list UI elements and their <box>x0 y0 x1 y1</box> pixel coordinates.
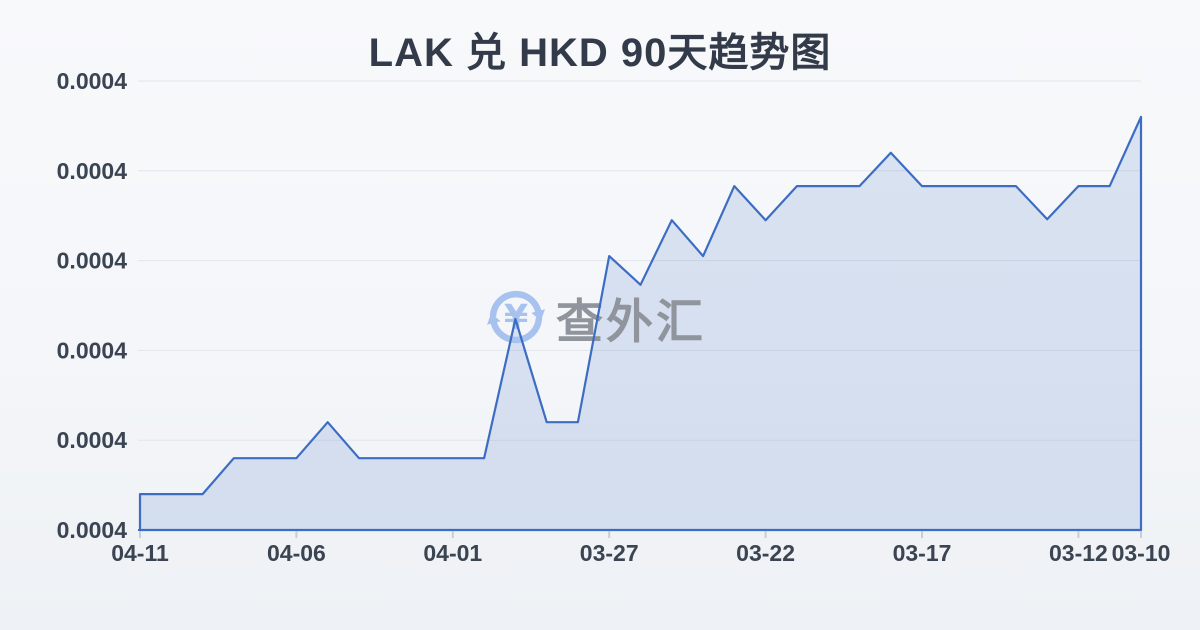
currency-exchange-icon: ¥ <box>487 290 545 344</box>
yen-symbol: ¥ <box>504 298 528 338</box>
y-axis-label: 0.0004 <box>57 68 128 94</box>
exchange-arrow-top-arc <box>489 290 542 319</box>
exchange-arrow-bottom-head <box>487 313 501 325</box>
trend-line <box>138 115 1143 532</box>
x-axis-label: 03-12 <box>1049 540 1108 566</box>
grid-layer <box>138 80 1141 531</box>
watermark-text: 查外汇 <box>556 295 706 348</box>
x-axis-label: 03-17 <box>893 540 952 566</box>
x-axis-label: 04-06 <box>267 540 326 566</box>
x-axis-label: 03-10 <box>1112 540 1171 566</box>
line-layer: 0.00040.00040.00040.00040.00040.000404-1… <box>57 68 1171 566</box>
exchange-arrow-bottom-arc <box>490 315 543 344</box>
y-axis-label: 0.0004 <box>57 427 128 453</box>
y-axis-label: 0.0004 <box>57 337 128 363</box>
y-axis-label: 0.0004 <box>57 248 128 274</box>
x-axis-label: 04-11 <box>111 540 169 566</box>
x-axis-label: 04-01 <box>423 540 482 566</box>
x-axis-label: 03-27 <box>580 540 639 566</box>
y-axis-label: 0.0004 <box>57 158 128 184</box>
chart-title: LAK 兑 HKD 90天趋势图 <box>368 31 832 75</box>
x-axis-label: 03-22 <box>736 540 795 566</box>
y-axis-label: 0.0004 <box>57 517 128 543</box>
watermark: ¥ 查外汇 <box>487 290 706 348</box>
trend-area <box>140 116 1141 531</box>
